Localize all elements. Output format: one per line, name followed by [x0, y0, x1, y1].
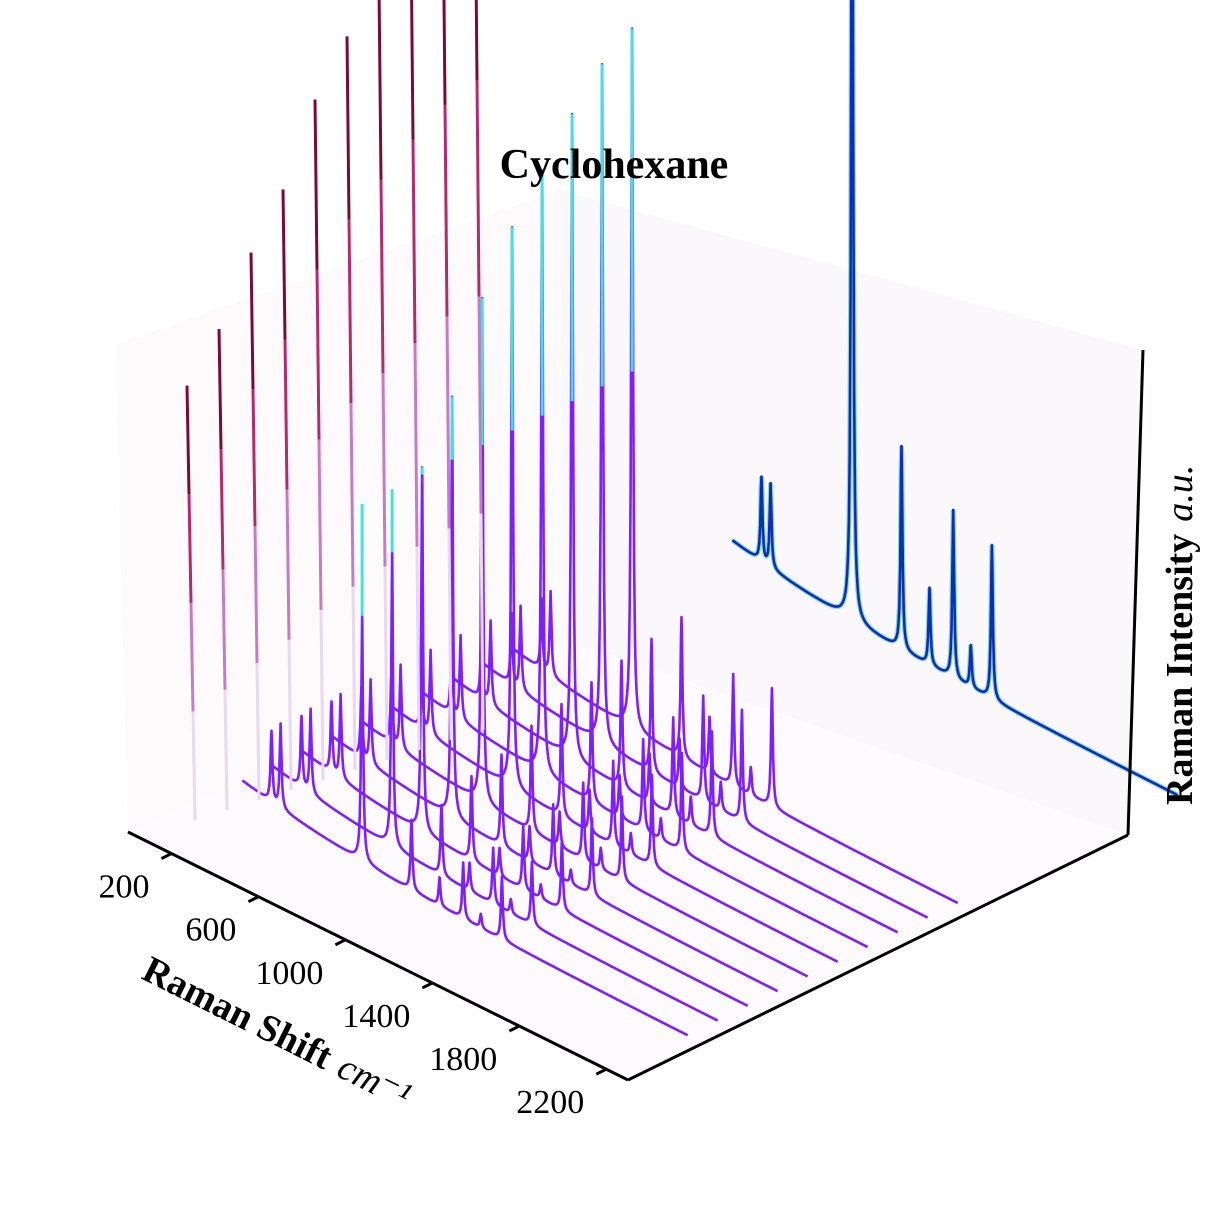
x-tick-label: 1800 — [429, 1041, 497, 1078]
x-tick-label: 1000 — [255, 955, 323, 992]
wall-projection — [345, 36, 351, 220]
wall-projection — [249, 252, 255, 390]
x-tick — [160, 852, 173, 860]
wall-projection — [219, 449, 225, 570]
wall-projection — [479, 513, 485, 731]
wall-projection — [410, 0, 415, 140]
wall-projection — [187, 494, 193, 603]
spectrum-line — [331, 395, 779, 993]
wall-projection — [445, 316, 451, 529]
wall-projection — [185, 385, 191, 495]
wall-projection — [319, 609, 325, 781]
x-tick — [421, 981, 434, 990]
wall-projection — [351, 586, 357, 771]
x-tick — [334, 938, 347, 947]
spectrum-line — [301, 466, 749, 1007]
wall-projection — [285, 489, 291, 640]
spectrum-line — [391, 226, 839, 963]
wall-projection — [255, 663, 261, 801]
x-ticks: 200 600 1000 1400 1800 2200 — [98, 852, 607, 1121]
spectrum-line — [271, 550, 719, 1022]
wall-projection — [415, 546, 421, 751]
wall-projection — [383, 566, 389, 761]
wall-projection — [313, 99, 319, 270]
spectrum-line — [361, 296, 809, 978]
wall-projection — [347, 219, 353, 404]
spectrum-line — [481, 63, 929, 919]
spectrum-line — [511, 27, 959, 905]
x-tick-label: 1400 — [342, 998, 410, 1035]
wall-projection — [317, 439, 323, 610]
wall-projection — [217, 329, 223, 450]
x-axis-line — [127, 830, 629, 1082]
wall-projection — [315, 269, 321, 440]
wall-projection — [474, 0, 479, 80]
wall-projection — [253, 526, 259, 664]
spectrum-line — [421, 169, 869, 949]
wall-projection — [477, 296, 483, 514]
spectra-layer — [185, 0, 1179, 1037]
wall-projection — [475, 79, 481, 297]
wall-projection — [251, 389, 257, 527]
wall-projection — [189, 602, 195, 712]
wall-projection — [283, 339, 289, 490]
wall-projection — [349, 403, 355, 587]
x-tick-label: 600 — [185, 912, 236, 949]
y-axis-line — [627, 833, 1129, 1082]
x-tick-label: 2200 — [516, 1084, 584, 1121]
wall-projection — [447, 528, 453, 741]
floor-pane — [128, 638, 1128, 1080]
x-tick — [595, 1067, 607, 1076]
spectrum-line — [731, 0, 1179, 797]
wall-projection — [379, 179, 385, 374]
wall-projection — [223, 689, 229, 811]
wall-projection — [443, 104, 449, 317]
wall-projection — [281, 189, 287, 340]
wall-projection — [287, 639, 293, 791]
z-axis-label: Raman Intensity a.u. — [1159, 465, 1201, 805]
chart-title: Cyclohexane — [500, 142, 729, 188]
wall-projection — [411, 139, 417, 344]
z-axis-line — [1126, 349, 1145, 836]
wall-projection — [377, 0, 383, 180]
wall-projection — [221, 569, 227, 690]
wall-projection — [381, 373, 387, 567]
wall-projection — [413, 343, 419, 547]
wall-projection — [191, 711, 197, 821]
x-tick-label: 200 — [98, 869, 149, 906]
wall-projection — [442, 0, 447, 105]
x-tick — [508, 1024, 520, 1033]
spectrum-line — [451, 112, 899, 934]
spectrum-line — [241, 614, 689, 1037]
x-tick — [247, 895, 260, 904]
